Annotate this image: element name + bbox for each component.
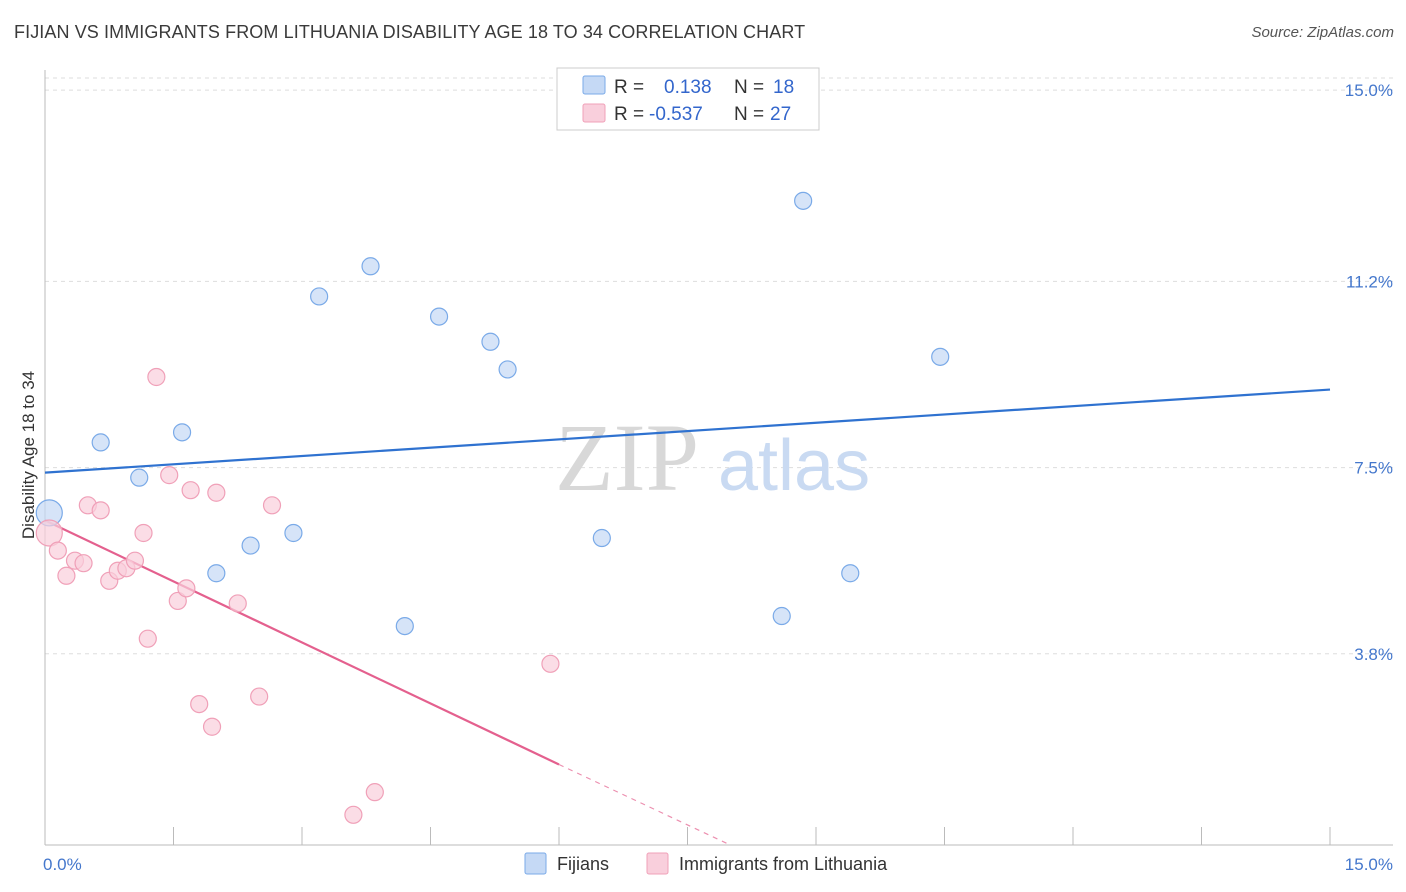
point-fijians-1: [91, 433, 110, 452]
point-fijians-3: [172, 423, 192, 442]
point-lithuania-23: [262, 496, 282, 515]
legend-n-label-1: N =: [734, 77, 764, 98]
point-lithuania-21: [228, 594, 247, 613]
point-fijians-9: [395, 616, 414, 636]
gridlines: [45, 77, 1393, 655]
trend-line-extension-1: [558, 763, 731, 846]
y-tick-label-0: 3.8%: [1354, 645, 1393, 664]
point-lithuania-14: [160, 466, 179, 485]
legend-r-label-1: R =: [614, 77, 644, 98]
legend-swatch-lithuania: [582, 103, 606, 123]
legend-n-value-1: 18: [773, 77, 794, 98]
point-lithuania-2: [57, 566, 76, 585]
y-tick-label-3: 15.0%: [1345, 81, 1393, 100]
point-lithuania-13: [147, 367, 166, 387]
point-fijians-2: [130, 468, 149, 487]
legend-swatch-fijians: [582, 75, 606, 95]
legend: R = 0.138 N = 18 R = -0.537 N = 27: [556, 67, 820, 131]
y-tick-label-1: 7.5%: [1354, 459, 1393, 478]
tick-labels: 3.8% 7.5% 11.2% 15.0% 0.0% 15.0%: [43, 81, 1393, 874]
point-fijians-6: [284, 523, 303, 543]
point-fijians-7: [310, 287, 329, 306]
point-lithuania-25: [365, 783, 384, 802]
y-axis-label: Disability Age 18 to 34: [19, 371, 38, 539]
point-fijians-11: [481, 332, 500, 351]
bottom-legend: Fijians Immigrants from Lithuania: [524, 852, 888, 875]
axes: [44, 70, 1393, 846]
point-lithuania-19: [202, 717, 222, 736]
point-fijians-8: [361, 257, 380, 276]
point-lithuania-16: [177, 579, 196, 598]
x-tick-label-max: 15.0%: [1345, 855, 1393, 874]
source-label: Source: ZipAtlas.com: [1251, 24, 1394, 41]
data-points: [35, 191, 950, 824]
watermark-zip: ZIP: [555, 404, 699, 511]
point-lithuania-10: [125, 551, 145, 570]
point-fijians-10: [429, 307, 449, 326]
point-lithuania-22: [250, 687, 269, 706]
point-lithuania-1: [48, 541, 67, 560]
point-fijians-13: [592, 528, 611, 548]
y-tick-label-2: 11.2%: [1346, 272, 1393, 291]
point-fijians-12: [498, 360, 517, 379]
trend-line-0: [44, 388, 1331, 474]
point-lithuania-11: [134, 523, 153, 543]
point-lithuania-17: [181, 481, 200, 500]
point-lithuania-26: [541, 654, 560, 673]
point-lithuania-6: [91, 501, 110, 520]
legend-n-label-2: N =: [734, 104, 764, 125]
bottom-legend-lithuania: Immigrants from Lithuania: [679, 854, 888, 874]
chart-title: FIJIAN VS IMMIGRANTS FROM LITHUANIA DISA…: [14, 22, 806, 42]
point-fijians-4: [207, 564, 226, 583]
point-fijians-16: [841, 564, 860, 583]
x-tick-label-min: 0.0%: [43, 855, 82, 874]
point-fijians-14: [772, 606, 791, 626]
point-fijians-17: [931, 347, 950, 366]
point-lithuania-18: [190, 694, 209, 714]
point-lithuania-12: [138, 629, 157, 648]
watermark-atlas: atlas: [718, 426, 870, 506]
legend-r-label-2: R =: [614, 104, 644, 125]
watermark: ZIP atlas: [555, 404, 870, 511]
point-lithuania-4: [74, 554, 93, 573]
point-lithuania-0: [35, 519, 63, 547]
point-fijians-5: [241, 536, 260, 555]
bottom-legend-swatch-lithuania: [646, 852, 669, 875]
point-fijians-15: [794, 191, 813, 210]
point-lithuania-20: [207, 483, 226, 502]
point-lithuania-15: [168, 591, 187, 611]
bottom-legend-fijians: Fijians: [557, 854, 609, 874]
legend-n-value-2: 27: [770, 104, 791, 125]
bottom-legend-swatch-fijians: [524, 852, 547, 875]
point-lithuania-24: [344, 805, 363, 824]
legend-r-value-2: -0.537: [649, 104, 703, 125]
legend-r-value-1: 0.138: [664, 77, 712, 98]
trend-line-1: [44, 519, 560, 766]
